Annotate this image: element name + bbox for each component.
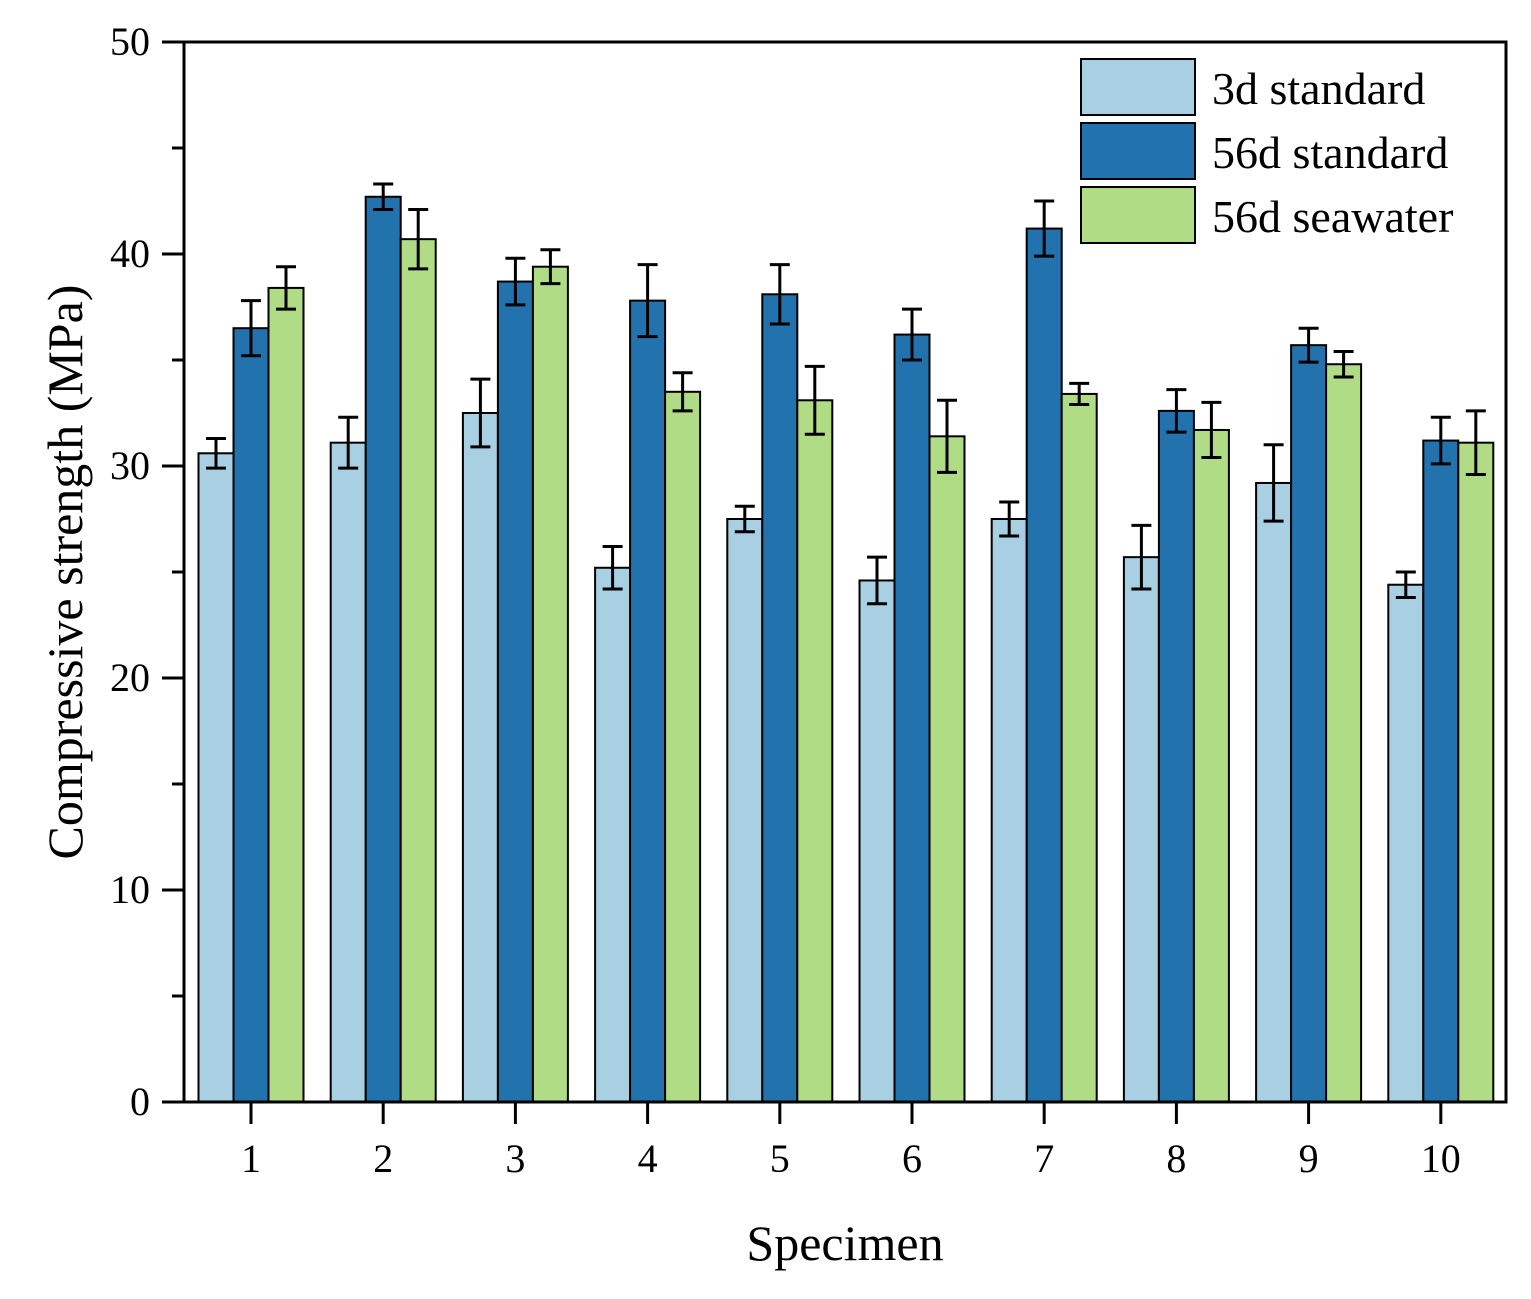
error-bar-s3-4 [672,371,693,413]
error-bar-s3-6 [937,398,957,474]
x-tick-label: 8 [1166,1136,1186,1181]
bar-s1-2 [329,441,367,1103]
bar-s2-6 [893,333,931,1103]
y-axis-title: Compressive strength (MPa) [37,285,93,860]
bar-s3-2 [399,238,437,1104]
error-bar-s1-7 [999,500,1020,538]
bar-s2-8 [1157,409,1195,1103]
legend-swatch [1080,122,1196,180]
legend-item-2: 56d standard [1080,122,1448,180]
error-bar-s3-8 [1201,400,1222,460]
error-bar-s3-1 [276,265,296,311]
legend: 3d standard 56d standard 56d seawater [1080,58,1453,244]
x-axis: 1 2 3 4 5 6 7 8 9 10 [241,1102,1461,1181]
error-bar-s1-9 [1263,443,1284,523]
bars-layer [197,195,1495,1104]
error-bar-s1-6 [867,555,887,606]
bar-s3-10 [1457,441,1495,1103]
bar-s2-10 [1422,439,1460,1103]
bar-s2-2 [364,195,402,1103]
bar-s2-4 [629,299,667,1103]
y-tick-label: 10 [110,867,150,912]
y-axis: 0 10 20 30 40 50 [110,19,184,1124]
error-bar-s2-9 [1298,326,1319,364]
bar-s3-9 [1325,363,1363,1103]
bar-s3-3 [531,265,569,1104]
error-bar-s2-2 [373,182,394,211]
error-bar-s1-1 [206,436,226,470]
legend-label: 3d standard [1212,63,1425,114]
error-bar-s3-2 [408,207,429,271]
bar-s1-9 [1255,481,1293,1103]
bar-s1-5 [726,518,764,1103]
error-bar-s2-1 [241,299,261,358]
x-tick-label: 9 [1299,1136,1319,1181]
bar-s1-3 [461,412,499,1103]
error-bar-s2-8 [1166,388,1187,434]
legend-swatch [1080,58,1196,116]
error-bar-s2-3 [505,256,526,307]
y-tick-label: 20 [110,655,150,700]
error-bar-s1-4 [602,545,623,591]
x-tick-label: 7 [1034,1136,1054,1181]
error-bar-s3-9 [1333,350,1354,379]
error-bar-s2-6 [902,307,922,362]
legend-item-3: 56d seawater [1080,186,1453,244]
legend-label: 56d seawater [1212,191,1453,242]
error-bar-s3-7 [1069,381,1090,407]
bar-s1-1 [197,452,235,1103]
bar-s1-4 [594,566,632,1103]
bar-s2-7 [1025,227,1063,1103]
error-bar-s2-7 [1034,199,1055,258]
bar-s1-8 [1122,556,1160,1103]
bar-s3-6 [928,435,966,1103]
x-tick-label: 2 [373,1136,393,1181]
error-bars-layer [206,182,1486,606]
y-tick-label: 40 [110,231,150,276]
bar-s1-7 [990,518,1028,1103]
bar-s2-1 [232,327,270,1103]
x-tick-label: 4 [638,1136,658,1181]
error-bar-s1-8 [1131,523,1152,591]
bar-s3-4 [664,390,702,1103]
error-bar-s1-3 [470,377,491,449]
x-tick-label: 10 [1421,1136,1461,1181]
y-tick-label: 0 [130,1079,150,1124]
bar-s3-1 [267,286,305,1104]
bar-s1-10 [1387,583,1425,1103]
x-tick-label: 3 [505,1136,525,1181]
legend-swatch [1080,186,1196,244]
error-bar-s1-10 [1395,570,1416,599]
x-axis-title: Specimen [746,1215,943,1271]
x-tick-label: 6 [902,1136,922,1181]
y-tick-label: 30 [110,443,150,488]
error-bar-s3-3 [540,248,561,286]
bar-s2-9 [1290,344,1328,1104]
x-tick-label: 5 [770,1136,790,1181]
bar-s1-6 [858,579,896,1103]
bar-s3-7 [1060,392,1098,1104]
error-bar-s2-4 [637,263,658,339]
error-bar-s1-2 [338,415,359,470]
bar-s2-5 [761,293,799,1103]
bar-s2-3 [496,280,534,1103]
bar-s3-5 [796,399,834,1103]
x-tick-label: 1 [241,1136,261,1181]
error-bar-s2-10 [1430,415,1451,466]
bar-s3-8 [1192,428,1230,1103]
y-tick-label: 50 [110,19,150,64]
error-bar-s3-5 [804,364,825,436]
legend-item-1: 3d standard [1080,58,1425,116]
error-bar-s3-10 [1465,409,1486,476]
error-bar-s2-5 [769,263,790,326]
legend-label: 56d standard [1212,127,1448,178]
error-bar-s1-5 [734,504,755,534]
